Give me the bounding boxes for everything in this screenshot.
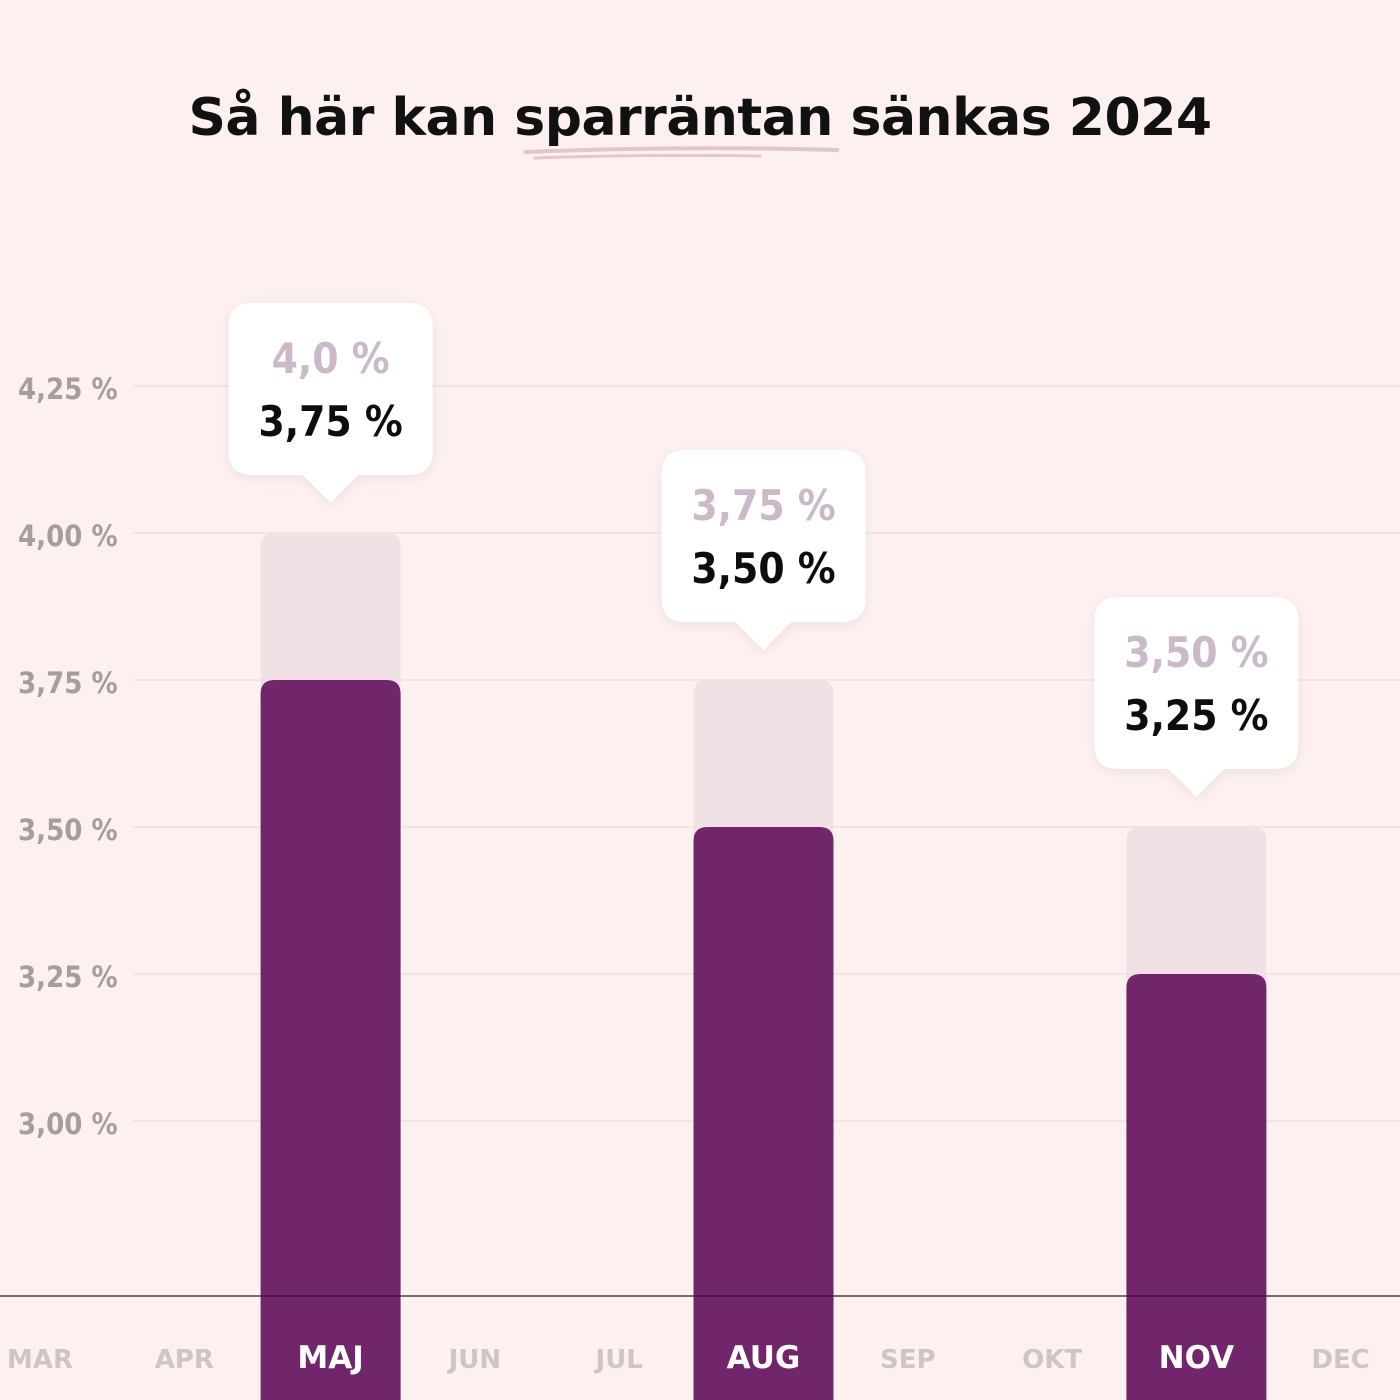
callout-bubble <box>661 450 866 650</box>
bar-current <box>693 827 834 1400</box>
month-label-aug: AUG <box>727 1340 801 1376</box>
month-label-jul: JUL <box>594 1345 643 1375</box>
y-tick-label: 3,50 % <box>18 813 118 847</box>
y-tick-label: 4,25 % <box>18 372 118 406</box>
y-tick-label: 3,00 % <box>18 1107 118 1141</box>
bar-current <box>1126 974 1267 1400</box>
month-label-jun: JUN <box>447 1345 502 1375</box>
x-axis: MAR APR MAJ JUN JUL AUG SEP OKT NOV DEC <box>7 1340 1370 1376</box>
callout-previous-value: 3,75 % <box>691 481 835 530</box>
callout-maj: 4,0 % 3,75 % <box>228 303 433 503</box>
month-label-nov: NOV <box>1159 1340 1234 1376</box>
callout-nov: 3,50 % 3,25 % <box>1094 597 1299 797</box>
callout-current-value: 3,25 % <box>1124 691 1268 740</box>
callouts: 4,0 % 3,75 % 3,75 % 3,50 % 3,50 % 3,25 % <box>228 303 1299 797</box>
callout-previous-value: 3,50 % <box>1124 628 1268 677</box>
underline-swoosh <box>522 146 840 160</box>
month-label-mar: MAR <box>7 1345 73 1375</box>
chart-title: Så här kan sparräntan sänkas 2024 <box>0 88 1400 160</box>
month-label-okt: OKT <box>1022 1345 1082 1375</box>
month-label-sep: SEP <box>880 1345 936 1375</box>
y-tick-label: 3,25 % <box>18 960 118 994</box>
title-highlight-text: sparräntan <box>514 88 833 148</box>
y-tick-label: 4,00 % <box>18 519 118 553</box>
title-after: sänkas 2024 <box>832 88 1213 148</box>
callout-current-value: 3,75 % <box>258 397 402 446</box>
y-axis: 3,00 % 3,25 % 3,50 % 3,75 % 4,00 % 4,25 % <box>18 372 118 1141</box>
title-highlight: sparräntan <box>514 88 840 160</box>
bar-current <box>260 680 401 1400</box>
y-tick-label: 3,75 % <box>18 666 118 700</box>
callout-aug: 3,75 % 3,50 % <box>661 450 866 650</box>
month-label-dec: DEC <box>1311 1345 1369 1375</box>
callout-previous-value: 4,0 % <box>272 334 390 383</box>
callout-bubble <box>228 303 433 503</box>
bars <box>260 533 1267 1400</box>
month-label-maj: MAJ <box>297 1340 363 1376</box>
callout-bubble <box>1094 597 1299 797</box>
month-label-apr: APR <box>155 1345 214 1375</box>
title-before: Så här kan <box>188 88 515 148</box>
callout-current-value: 3,50 % <box>691 544 835 593</box>
